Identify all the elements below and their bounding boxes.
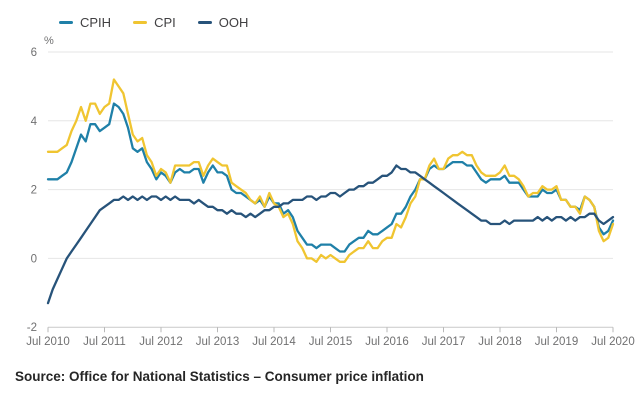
x-tick-label: Jul 2013 [196,336,239,348]
y-tick-label: 4 [31,116,38,128]
x-tick-label: Jul 2016 [365,336,408,348]
legend-label-ooh: OOH [218,14,249,30]
y-axis-unit-label: % [44,35,54,47]
legend-item-cpih: CPIH [59,16,111,29]
x-tick-label: Jul 2018 [478,336,521,348]
y-tick-label: 2 [31,185,37,197]
legend: CPIH CPI OOH [0,0,637,31]
x-tick-label: Jul 2012 [139,336,182,348]
x-tick-label: Jul 2011 [83,336,126,348]
legend-label-cpih: CPIH [80,14,112,30]
legend-item-ooh: OOH [197,14,249,30]
inflation-line-chart: 6 4 2 0 -2% Jul 2010 Jul 2011 Jul 2012 Jul 2013 J… [26,35,634,348]
x-tick-label: Jul 2014 [252,336,296,348]
x-tick-label: Jul 2017 [422,336,465,348]
x-tick-label: Jul 2020 [591,336,634,348]
x-tick-label: Jul 2015 [309,336,352,348]
source-caption: Source: Office for National Statistics –… [15,369,424,384]
series-line-cpih [46,102,615,253]
cpih-line-swatch [59,20,73,24]
legend-item-cpi: CPI [133,16,176,29]
x-tick-label: Jul 2019 [535,336,578,348]
series-line-ooh [46,164,615,305]
cpi-line-swatch [133,20,148,24]
y-tick-label: 0 [31,253,37,265]
x-tick-label: Jul 2010 [26,336,69,348]
y-tick-label: 6 [31,47,37,59]
y-tick-label: -2 [27,322,37,334]
series-line-cpi [46,78,615,263]
ooh-line-swatch [197,20,212,24]
legend-label-cpi: CPI [154,14,176,30]
